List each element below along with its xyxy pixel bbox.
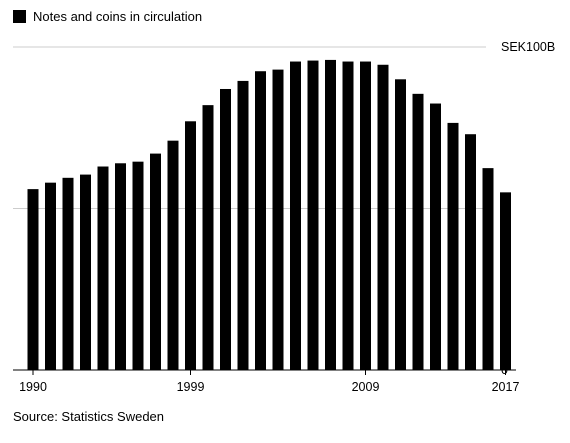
bar-1991 (45, 182, 56, 370)
bar-2005 (290, 61, 301, 370)
bar-2014 (447, 122, 459, 370)
bar-2007 (325, 59, 336, 371)
legend: Notes and coins in circulation (13, 9, 202, 24)
x-tick-label-1999: 1999 (177, 380, 205, 394)
bar-2011 (395, 79, 406, 371)
bar-2002 (237, 80, 249, 370)
bar-2000 (202, 105, 214, 370)
bar-1998 (167, 140, 179, 370)
x-tick-label-2009: 2009 (352, 380, 380, 394)
bar-2012 (412, 93, 424, 371)
bar-2004 (272, 69, 284, 371)
bar-1994 (97, 166, 109, 370)
bar-2001 (220, 88, 231, 371)
x-tick-label-1990: 1990 (19, 380, 47, 394)
bar-1999 (185, 121, 196, 370)
bar-2015 (465, 134, 476, 370)
bar-2010 (377, 64, 389, 370)
bar-2017 (500, 192, 511, 370)
bar-1997 (150, 153, 161, 370)
y-tick-label-0: SEK100B (501, 40, 555, 54)
bar-2008 (342, 61, 354, 370)
legend-label: Notes and coins in circulation (33, 9, 203, 24)
bar-2016 (482, 168, 494, 370)
bar-1993 (80, 174, 91, 370)
source-note: Source: Statistics Sweden (13, 409, 165, 424)
bar-2009 (360, 61, 371, 370)
x-tick-label-2017: 2017 (492, 380, 520, 394)
bar-1996 (132, 161, 144, 370)
bar-1995 (115, 163, 126, 370)
bar-2013 (430, 103, 441, 371)
bar-2006 (307, 60, 319, 370)
bar-1992 (62, 177, 74, 370)
bar-1990 (27, 189, 39, 370)
bar-2003 (255, 71, 266, 370)
legend-swatch (13, 10, 26, 23)
